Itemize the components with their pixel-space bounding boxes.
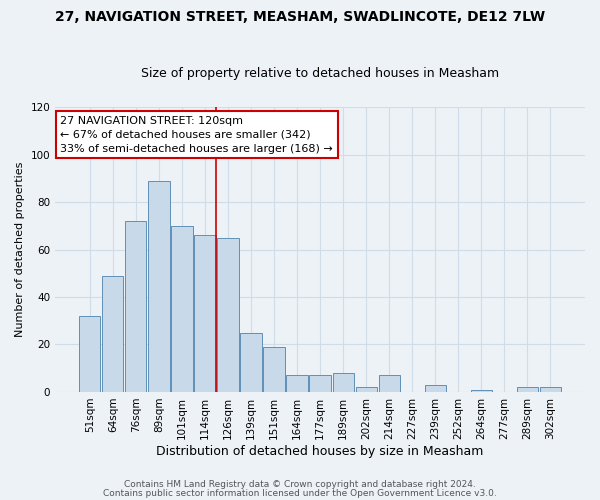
Bar [241,332,262,392]
Bar [194,236,215,392]
Text: Contains public sector information licensed under the Open Government Licence v3: Contains public sector information licen… [103,488,497,498]
Bar [102,276,124,392]
Text: Contains HM Land Registry data © Crown copyright and database right 2024.: Contains HM Land Registry data © Crown c… [124,480,476,489]
Bar [286,376,308,392]
Bar [125,221,146,392]
Text: 27 NAVIGATION STREET: 120sqm
← 67% of detached houses are smaller (342)
33% of s: 27 NAVIGATION STREET: 120sqm ← 67% of de… [61,116,333,154]
Text: 27, NAVIGATION STREET, MEASHAM, SWADLINCOTE, DE12 7LW: 27, NAVIGATION STREET, MEASHAM, SWADLINC… [55,10,545,24]
Title: Size of property relative to detached houses in Measham: Size of property relative to detached ho… [141,66,499,80]
Bar [310,376,331,392]
Bar [540,387,561,392]
Bar [148,180,170,392]
Bar [172,226,193,392]
Bar [517,387,538,392]
Bar [379,376,400,392]
Bar [79,316,100,392]
Bar [263,347,284,392]
Bar [332,373,353,392]
Bar [425,385,446,392]
Bar [217,238,239,392]
Bar [470,390,492,392]
Y-axis label: Number of detached properties: Number of detached properties [15,162,25,337]
X-axis label: Distribution of detached houses by size in Measham: Distribution of detached houses by size … [157,444,484,458]
Bar [356,387,377,392]
